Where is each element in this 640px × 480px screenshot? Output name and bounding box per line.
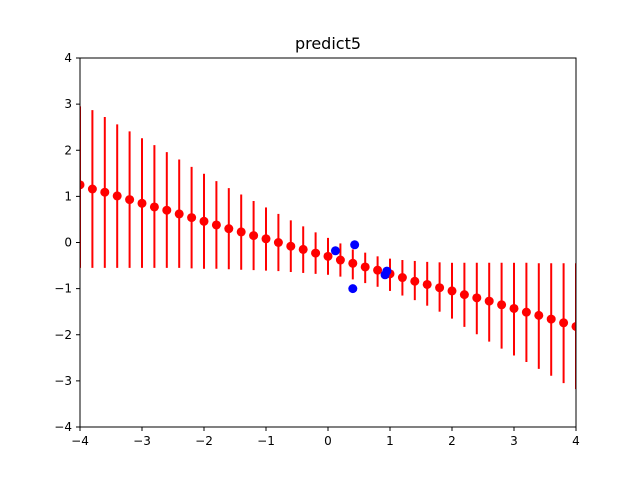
prediction-point	[373, 265, 383, 275]
prediction-point	[149, 202, 159, 212]
observed-point	[348, 284, 358, 294]
observed-point	[330, 246, 340, 256]
prediction-point	[472, 293, 482, 303]
y-tick-label: −2	[54, 328, 72, 342]
prediction-point	[211, 220, 221, 230]
prediction-point	[199, 216, 209, 226]
x-tick-label: −1	[257, 434, 275, 448]
y-tick-label: 0	[64, 236, 72, 250]
prediction-point	[323, 251, 333, 261]
prediction-point	[80, 180, 85, 190]
prediction-point	[571, 321, 576, 331]
x-tick-label: −3	[133, 434, 151, 448]
x-axis-ticks: −4 −3 −2 −1 0 1 2 3 4	[71, 427, 580, 448]
observed-point	[382, 266, 392, 276]
prediction-point	[521, 307, 531, 317]
y-tick-label: 2	[64, 143, 72, 157]
prediction-point	[112, 191, 122, 201]
prediction-point	[125, 195, 135, 205]
prediction-point	[459, 290, 469, 300]
prediction-point	[187, 213, 197, 223]
prediction-point	[137, 198, 147, 208]
x-tick-label: 0	[324, 434, 332, 448]
prediction-point	[435, 283, 445, 293]
chart-title: predict5	[295, 34, 361, 53]
x-tick-label: 1	[386, 434, 394, 448]
prediction-point	[249, 231, 259, 241]
prediction-point	[87, 184, 97, 194]
prediction-point	[273, 238, 283, 247]
prediction-series	[80, 180, 576, 331]
prediction-point	[534, 310, 544, 320]
x-tick-label: 2	[448, 434, 456, 448]
prediction-point	[100, 187, 110, 197]
y-tick-label: −1	[54, 282, 72, 296]
prediction-point	[261, 234, 271, 244]
y-tick-label: −4	[54, 420, 72, 434]
y-axis-ticks: −4 −3 −2 −1 0 1 2 3 4	[54, 51, 80, 434]
prediction-point	[236, 227, 246, 237]
prediction-point	[546, 314, 556, 324]
prediction-point	[224, 224, 234, 234]
y-tick-label: 1	[64, 189, 72, 203]
prediction-point	[484, 296, 494, 306]
x-tick-label: −2	[195, 434, 213, 448]
x-tick-label: 3	[510, 434, 518, 448]
prediction-point	[360, 262, 370, 272]
observed-series	[330, 240, 392, 294]
prediction-point	[410, 276, 420, 286]
prediction-point	[397, 273, 407, 283]
observed-point	[350, 240, 360, 250]
prediction-point	[298, 244, 308, 254]
prediction-point	[174, 209, 184, 219]
y-tick-label: −3	[54, 374, 72, 388]
prediction-point	[311, 248, 321, 258]
prediction-point	[509, 303, 519, 313]
y-tick-label: 4	[64, 51, 72, 65]
y-tick-label: 3	[64, 97, 72, 111]
prediction-point	[286, 241, 296, 251]
prediction-point	[162, 205, 172, 215]
prediction-point	[447, 286, 457, 296]
x-tick-label: −4	[71, 434, 89, 448]
prediction-point	[422, 279, 432, 289]
prediction-point	[335, 255, 345, 265]
prediction-point	[348, 258, 358, 268]
x-tick-label: 4	[572, 434, 580, 448]
prediction-point	[559, 318, 569, 328]
prediction-point	[497, 300, 507, 310]
